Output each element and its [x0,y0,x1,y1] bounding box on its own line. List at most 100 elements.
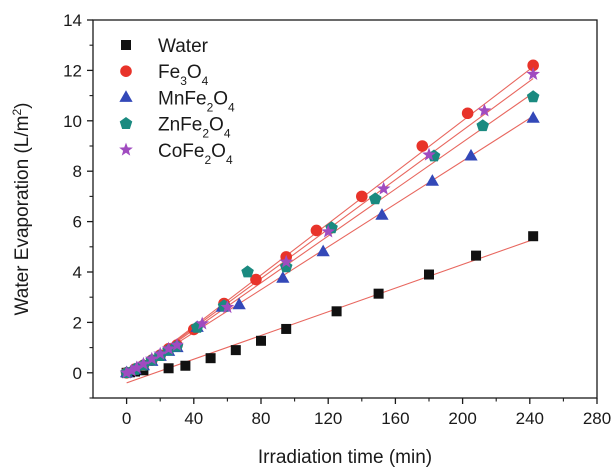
legend-label-part: 3 [180,74,187,88]
legend-entry-1: Water [121,36,209,57]
legend-label-part: O [209,115,224,136]
data-point [250,273,262,286]
x-tick-label: 200 [448,409,476,428]
data-point [144,351,159,365]
legend-marker [121,40,131,50]
data-point [422,147,436,161]
legend-label-part: 2 [204,153,211,167]
data-point [373,288,384,299]
data-point [356,190,368,203]
x-tick-label: 0 [122,409,131,428]
legend-label-part: Water [158,36,209,57]
data-point [136,356,151,370]
data-point [416,140,429,152]
data-point [220,300,235,314]
data-point [161,341,176,355]
x-tick-label: 40 [184,409,203,428]
data-point [526,90,540,103]
x-tick-label: 160 [381,409,409,428]
y-axis-label-main: Water Evaporation (L/m [12,116,33,316]
data-point [368,192,382,205]
legend-label: CoFe2O4 [158,141,233,167]
y-tick-label: 12 [63,61,82,80]
data-point [425,174,439,186]
legend-label-part: 4 [228,100,235,114]
data-point [527,59,539,72]
legend-label-part: ZnFe [158,115,202,136]
legend-marker [119,117,133,129]
data-point [477,103,492,117]
legend-label-part: 4 [226,153,233,167]
x-tick-label: 80 [252,409,271,428]
data-point [526,111,540,123]
data-point [129,360,144,374]
y-tick-label: 2 [73,313,82,332]
y-axis-label-sup: 2 [10,109,24,116]
series-1 [121,231,539,378]
legend-label-part: CoFe [158,141,204,162]
x-tick-label: 240 [516,409,544,428]
series-5 [119,66,541,379]
legend-entry-4: ZnFe2O4 [119,115,231,141]
data-series [119,59,541,379]
legend-label-part: 4 [224,127,231,141]
data-point [279,260,293,273]
legend-label-part: O [213,88,228,109]
data-point [170,337,184,351]
legend-entry-2: Fe3O4 [120,62,209,88]
y-axis-label-end: ) [12,103,33,109]
data-point [153,346,168,360]
legend-entry-3: MnFe2O4 [119,88,235,114]
legend-label: Water [158,36,209,57]
data-point [321,224,336,238]
data-point [241,265,254,278]
legend-label-part: 2 [202,127,209,141]
data-point [310,224,323,237]
x-tick-label: 280 [583,409,611,428]
x-tick-label: 120 [314,409,342,428]
legend-label-part: 2 [207,100,214,114]
data-point [163,363,174,374]
data-point [119,365,134,379]
data-point [471,250,482,261]
legend-label: MnFe2O4 [158,88,235,114]
legend-marker [119,90,133,102]
legend-entry-5: CoFe2O4 [119,141,233,167]
data-point [424,269,434,280]
y-tick-label: 14 [63,11,82,30]
legend-label-part: MnFe [158,88,207,109]
fit-line [126,239,534,384]
data-point [461,107,474,120]
legend-label-part: O [187,62,202,83]
y-tick-label: 10 [63,112,82,131]
y-tick-label: 0 [73,364,82,383]
y-tick-label: 8 [73,162,82,181]
x-axis-label: Irradiation time (min) [258,447,432,468]
data-point [375,208,389,220]
data-point [230,345,241,356]
legend-label-part: 4 [202,74,209,88]
data-point [476,119,490,132]
data-point [316,244,330,257]
data-point [205,353,216,364]
data-point [124,363,139,377]
y-tick-label: 4 [73,263,82,282]
data-point [528,231,539,242]
data-point [464,148,478,161]
data-point [279,254,294,268]
data-point [331,306,342,317]
data-point [376,181,391,195]
data-point [232,297,246,310]
legend-label: Fe3O4 [158,62,209,88]
legend-marker [119,142,133,156]
data-point [256,335,266,346]
data-point [195,316,210,330]
legend-label-part: O [211,141,226,162]
data-point [526,66,541,81]
y-tick-label: 6 [73,213,82,232]
y-axis-label: Water Evaporation (L/m2) [10,103,33,316]
plot-frame [92,19,598,399]
data-point [180,360,191,371]
